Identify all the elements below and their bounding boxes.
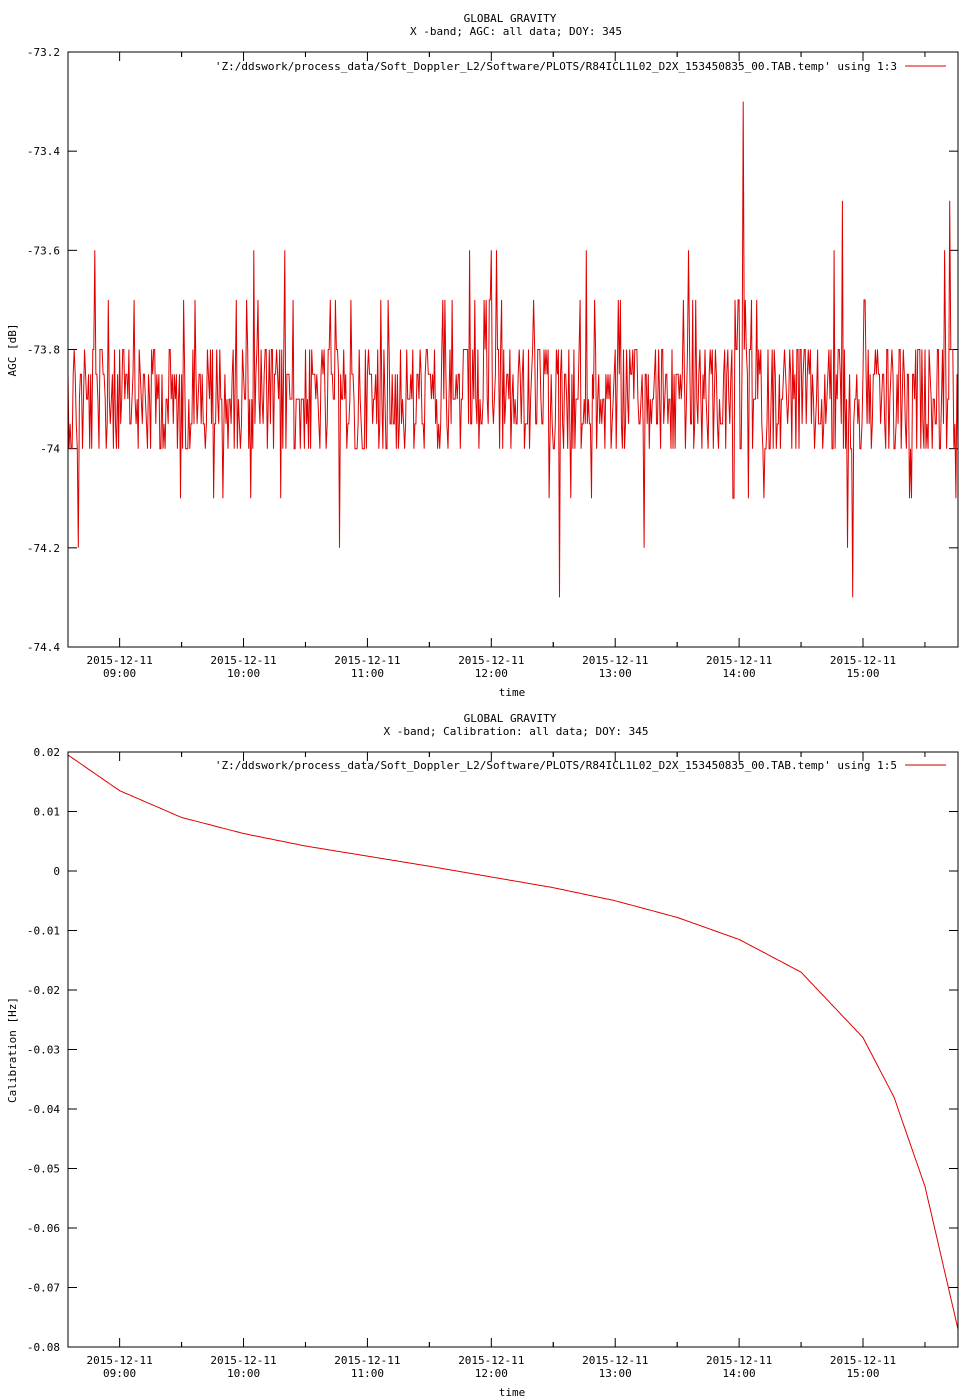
x-tick-time: 15:00: [846, 667, 879, 680]
x-tick-date: 2015-12-11: [210, 654, 276, 667]
y-tick-label: -0.02: [27, 984, 60, 997]
x-tick-time: 09:00: [103, 1367, 136, 1380]
x-tick-time: 09:00: [103, 667, 136, 680]
chart-title: GLOBAL GRAVITY: [464, 12, 557, 25]
x-tick-date: 2015-12-11: [706, 654, 772, 667]
y-axis-label: AGC [dB]: [6, 324, 19, 377]
y-tick-label: -74.4: [27, 641, 60, 654]
y-tick-label: -74: [40, 443, 60, 456]
y-tick-label: -0.01: [27, 925, 60, 938]
y-tick-label: -0.07: [27, 1282, 60, 1295]
x-tick-date: 2015-12-11: [334, 1354, 400, 1367]
series-line: [67, 101, 959, 598]
chart-title: GLOBAL GRAVITY: [464, 712, 557, 725]
agc-chart: GLOBAL GRAVITY X -band; AGC: all data; D…: [6, 12, 959, 699]
series-line: [67, 754, 959, 1330]
chart-subtitle: X -band; Calibration: all data; DOY: 345: [384, 725, 649, 738]
plot-frame: [67, 751, 959, 1348]
x-tick-time: 10:00: [227, 667, 260, 680]
x-tick-date: 2015-12-11: [582, 654, 648, 667]
x-tick-date: 2015-12-11: [87, 1354, 153, 1367]
x-tick-time: 14:00: [723, 1367, 756, 1380]
y-tick-label: -73.8: [27, 344, 60, 357]
y-tick-label: 0.02: [34, 746, 61, 759]
x-tick-labels: 2015-12-1109:002015-12-1110:002015-12-11…: [87, 1354, 897, 1380]
legend-label: 'Z:/ddswork/process_data/Soft_Doppler_L2…: [215, 60, 897, 73]
chart-subtitle: X -band; AGC: all data; DOY: 345: [410, 25, 622, 38]
tick-marks: [68, 51, 958, 648]
x-tick-date: 2015-12-11: [830, 1354, 896, 1367]
y-tick-label: -0.05: [27, 1163, 60, 1176]
x-tick-date: 2015-12-11: [830, 654, 896, 667]
y-tick-label: 0: [53, 865, 60, 878]
x-tick-time: 10:00: [227, 1367, 260, 1380]
y-tick-label: -73.4: [27, 145, 60, 158]
x-tick-date: 2015-12-11: [458, 1354, 524, 1367]
x-tick-date: 2015-12-11: [87, 654, 153, 667]
x-tick-time: 13:00: [599, 667, 632, 680]
x-axis-label: time: [499, 1386, 526, 1399]
x-tick-date: 2015-12-11: [706, 1354, 772, 1367]
x-tick-date: 2015-12-11: [582, 1354, 648, 1367]
y-axis-label: Calibration [Hz]: [6, 997, 19, 1103]
y-tick-labels: -73.2 -73.4 -73.6 -73.8 -74 -74.2 -74.4: [27, 46, 60, 654]
y-tick-label: -0.04: [27, 1103, 60, 1116]
x-tick-time: 14:00: [723, 667, 756, 680]
x-tick-time: 11:00: [351, 1367, 384, 1380]
x-tick-time: 12:00: [475, 1367, 508, 1380]
y-tick-label: -0.06: [27, 1222, 60, 1235]
y-tick-label: -73.2: [27, 46, 60, 59]
x-tick-date: 2015-12-11: [458, 654, 524, 667]
x-tick-labels: 2015-12-1109:002015-12-1110:002015-12-11…: [87, 654, 897, 680]
legend-label: 'Z:/ddswork/process_data/Soft_Doppler_L2…: [215, 759, 897, 772]
x-tick-time: 11:00: [351, 667, 384, 680]
x-tick-time: 15:00: [846, 1367, 879, 1380]
y-tick-labels: 0.02 0.01 0 -0.01 -0.02 -0.03 -0.04 -0.05 -0.06 -…: [27, 746, 60, 1354]
y-tick-label: -73.6: [27, 244, 60, 257]
x-tick-date: 2015-12-11: [210, 1354, 276, 1367]
y-tick-label: -0.08: [27, 1341, 60, 1354]
x-tick-date: 2015-12-11: [334, 654, 400, 667]
x-tick-time: 13:00: [599, 1367, 632, 1380]
y-tick-label: -74.2: [27, 542, 60, 555]
x-axis-label: time: [499, 686, 526, 699]
y-tick-label: 0.01: [34, 806, 61, 819]
x-tick-time: 12:00: [475, 667, 508, 680]
plot-frame: [67, 51, 959, 648]
calibration-chart: GLOBAL GRAVITY X -band; Calibration: all…: [6, 712, 959, 1399]
y-tick-label: -0.03: [27, 1044, 60, 1057]
tick-marks: [68, 751, 958, 1348]
